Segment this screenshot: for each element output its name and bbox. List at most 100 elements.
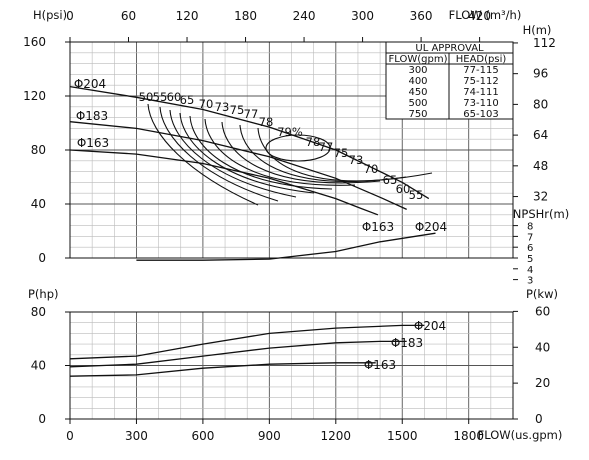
npsh-label-163: Φ163	[362, 220, 394, 234]
head-curve	[69, 149, 379, 216]
efficiency-label: 60	[396, 182, 411, 196]
ul-header: FLOW(gpm)	[389, 54, 448, 65]
p-kw-tick-label: 40	[535, 340, 550, 354]
x-tick-label: 600	[191, 429, 214, 443]
y-tick-label: 0	[38, 251, 46, 265]
power-curve	[69, 324, 425, 360]
flow-gpm-label: FLOW(us.gpm)	[478, 428, 563, 442]
x-tick-label: 300	[125, 429, 148, 443]
top-tick-label: 420	[468, 9, 491, 23]
efficiency-label: 78	[306, 135, 321, 149]
ul-cell: 300	[408, 65, 427, 76]
ul-cell: 750	[408, 109, 427, 120]
curves: Φ204 Φ183 Φ163 Φ163 Φ204 Φ204 Φ183 Φ163	[69, 77, 447, 377]
x-tick-label: 1200	[321, 429, 352, 443]
efficiency-label: 60	[167, 90, 182, 104]
npsh-label-204: Φ204	[415, 220, 447, 234]
ul-cell: 500	[408, 98, 427, 109]
flow-m3h-label: FLOW (m³/h)	[449, 8, 522, 22]
y-tick-label: 120	[23, 89, 46, 103]
efficiency-label: 70	[364, 162, 379, 176]
h-m-tick-label: 64	[533, 128, 548, 142]
npsh-tick-label: 4	[527, 265, 533, 276]
efficiency-label: 75	[334, 146, 349, 160]
efficiency-label: 50	[139, 90, 154, 104]
x-tick-label: 900	[258, 429, 281, 443]
ul-cell: 75-112	[463, 76, 498, 87]
efficiency-label: 73	[349, 153, 364, 167]
x-tick-label: 0	[66, 429, 74, 443]
y-tick-label: 40	[31, 197, 46, 211]
x-tick-label: 1500	[387, 429, 418, 443]
efficiency-curve	[159, 106, 279, 202]
efficiency-label: 70	[199, 97, 214, 111]
head-label-183: Φ183	[76, 109, 108, 123]
h-m-tick-label: 112	[533, 36, 556, 50]
p-tick-label: 80	[31, 305, 46, 319]
p-hp-label: P(hp)	[28, 287, 59, 301]
efficiency-curve	[189, 115, 333, 190]
efficiency-curve	[179, 112, 315, 194]
efficiency-label: 77	[244, 107, 259, 121]
h-m-tick-label: 48	[533, 159, 548, 173]
efficiency-label: 65	[383, 173, 398, 187]
efficiency-curve	[221, 121, 381, 184]
npsh-tick-label: 7	[527, 232, 533, 243]
npshr-label: NPSHr(m)	[513, 207, 569, 221]
head-label-163: Φ163	[77, 136, 109, 150]
npsh-tick-label: 8	[527, 222, 533, 233]
ul-cell: 73-110	[463, 98, 498, 109]
y-tick-label: 160	[23, 35, 46, 49]
top-tick-label: 120	[176, 9, 199, 23]
efficiency-curve	[169, 109, 297, 198]
efficiency-curve	[204, 118, 356, 186]
efficiency-label: 55	[409, 188, 424, 202]
p-kw-tick-label: 60	[535, 304, 550, 318]
p-tick-label: 40	[31, 359, 46, 373]
efficiency-label: 55	[153, 90, 168, 104]
top-tick-label: 360	[410, 9, 433, 23]
ul-cell: 65-103	[463, 109, 498, 120]
efficiency-label: 75	[230, 103, 245, 117]
top-tick-label: 180	[234, 9, 257, 23]
p-kw-tick-label: 0	[535, 412, 543, 426]
efficiency-peak	[265, 134, 331, 162]
power-label-183: Φ183	[391, 336, 423, 350]
top-tick-label: 0	[66, 9, 74, 23]
h-m-tick-label: 32	[533, 190, 548, 204]
p-kw-label: P(kw)	[526, 287, 558, 301]
head-curve	[69, 85, 430, 200]
efficiency-label: 79%	[277, 125, 303, 139]
h-m-tick-label: 96	[533, 67, 548, 81]
npsh-curve	[136, 232, 436, 261]
ul-cell: 77-115	[463, 65, 498, 76]
ul-header: HEAD(psi)	[456, 54, 507, 65]
h-psi-label: H(psi)	[33, 8, 67, 22]
power-label-163: Φ163	[364, 358, 396, 372]
ul-title: UL APPROVAL	[415, 43, 484, 54]
top-tick-label: 240	[293, 9, 316, 23]
power-curve	[69, 362, 376, 377]
efficiency-label: 77	[319, 140, 334, 154]
ul-cell: 74-111	[463, 87, 498, 98]
head-label-204: Φ204	[74, 77, 106, 91]
p-tick-label: 0	[38, 412, 46, 426]
efficiency-label: 78	[259, 115, 274, 129]
ul-cell: 400	[408, 76, 427, 87]
head-curve	[69, 121, 407, 210]
power-curve	[69, 340, 407, 368]
p-kw-tick-label: 20	[535, 376, 550, 390]
efficiency-label: 73	[215, 100, 230, 114]
power-label-204: Φ204	[414, 319, 446, 333]
y-tick-label: 80	[31, 143, 46, 157]
top-tick-label: 60	[121, 9, 136, 23]
top-tick-label: 300	[351, 9, 374, 23]
h-m-tick-label: 80	[533, 97, 548, 111]
efficiency-label: 65	[180, 93, 195, 107]
x-tick-label: 1800	[453, 429, 484, 443]
h-m-label: H(m)	[523, 23, 552, 37]
grid	[70, 42, 513, 419]
